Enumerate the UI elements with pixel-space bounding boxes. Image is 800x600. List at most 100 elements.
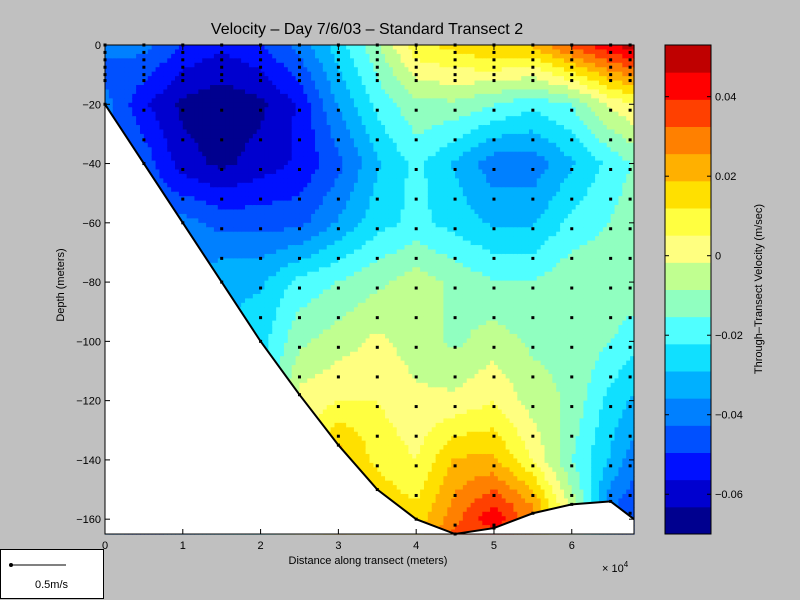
heatmap-cell [124,89,129,95]
heatmap-cell [202,240,207,246]
heatmap-cell [116,89,122,95]
heatmap-cell [245,227,250,233]
heatmap-cell [276,125,281,131]
heatmap-cell [202,120,207,126]
heatmap-cell [175,205,180,211]
heatmap-cell [155,45,161,51]
heatmap-cell [221,258,227,264]
heatmap-cell [264,200,269,206]
heatmap-cell [241,307,246,313]
heatmap-cell [167,85,172,91]
heatmap-cell [194,182,199,188]
heatmap-cell [268,53,273,59]
heatmap-cell [186,209,192,215]
heatmap-cell [272,307,277,313]
heatmap-cell [245,85,250,91]
heatmap-cell [171,182,176,188]
heatmap-cell [264,302,269,308]
heatmap-cell [233,80,238,86]
heatmap-cell [237,160,242,166]
heatmap-cell [163,85,168,91]
heatmap-cell [151,111,157,117]
heatmap-cell [233,129,238,135]
heatmap-cell [213,49,219,55]
heatmap-cell [190,147,196,153]
heatmap-cell [206,253,211,259]
heatmap-cell [112,89,118,95]
heatmap-cell [186,142,192,148]
heatmap-cell [256,280,262,286]
heatmap-cell [229,209,234,215]
heatmap-cell [151,125,157,131]
heatmap-cell [163,76,168,82]
heatmap-cell [233,49,238,55]
heatmap-cell [210,196,215,202]
heatmap-cell [151,45,157,51]
heatmap-cell [248,191,254,197]
heatmap-cell [140,156,145,162]
heatmap-cell [241,227,246,233]
heatmap-cell [229,227,234,233]
heatmap-cell [206,222,211,228]
heatmap-cell [132,85,137,91]
heatmap-cell [194,76,199,82]
heatmap-cell [175,173,180,179]
heatmap-cell [206,245,211,251]
heatmap-cell [237,76,242,82]
heatmap-cell [225,227,231,233]
heatmap-cell [248,45,254,51]
heatmap-cell [128,111,133,117]
heatmap-cell [116,120,122,126]
heatmap-cell [264,129,269,135]
heatmap-cell [206,138,211,144]
heatmap-cell [210,169,215,175]
heatmap-cell [233,227,238,233]
heatmap-cell [241,107,246,113]
heatmap-cell [182,111,188,117]
heatmap-cell [248,173,254,179]
heatmap-cell [260,129,266,135]
heatmap-cell [159,169,164,175]
heatmap-cell [252,102,258,108]
heatmap-cell [272,285,277,291]
heatmap-cell [147,62,153,68]
heatmap-cell [225,67,231,73]
heatmap-cell [237,111,242,117]
heatmap-cell [155,142,161,148]
heatmap-cell [190,165,196,171]
heatmap-cell [190,80,196,86]
heatmap-cell [264,89,269,95]
heatmap-cell [171,191,176,197]
heatmap-cell [202,93,207,99]
heatmap-cell [221,120,227,126]
heatmap-cell [140,125,145,131]
heatmap-cell [182,142,188,148]
heatmap-cell [167,53,172,59]
heatmap-cell [276,298,281,304]
heatmap-cell [217,196,223,202]
heatmap-cell [268,116,273,122]
heatmap-cell [260,240,266,246]
heatmap-cell [276,249,281,255]
heatmap-cell [198,138,203,144]
heatmap-cell [276,356,281,362]
heatmap-cell [229,85,234,91]
heatmap-cell [260,67,266,73]
heatmap-cell [206,213,211,219]
heatmap-cell [280,178,285,184]
heatmap-cell [159,76,164,82]
heatmap-cell [256,267,262,273]
heatmap-cell [272,76,277,82]
heatmap-cell [112,98,118,104]
heatmap-cell [213,200,219,206]
heatmap-cell [245,80,250,86]
heatmap-cell [241,45,246,51]
heatmap-cell [182,160,188,166]
heatmap-cell [105,80,110,86]
heatmap-cell [151,129,157,135]
heatmap-cell [120,76,126,82]
heatmap-cell [260,236,266,242]
heatmap-cell [268,316,273,322]
heatmap-cell [225,98,231,104]
heatmap-cell [198,98,203,104]
